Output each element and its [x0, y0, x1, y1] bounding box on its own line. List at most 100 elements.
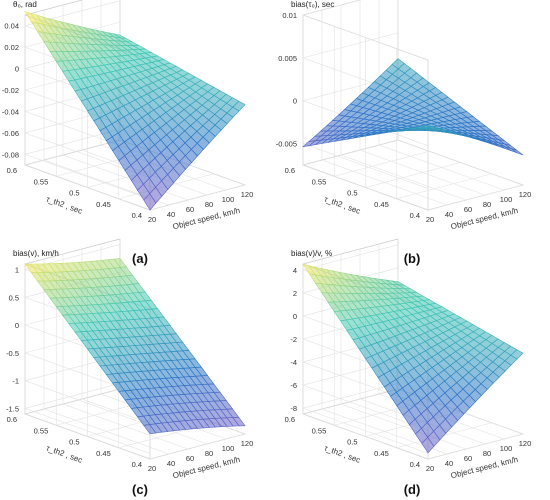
x-tick-label: 20 [426, 215, 434, 224]
z-axis-label: θ₀, rad [13, 0, 37, 9]
y-grid-line [365, 37, 461, 188]
y-tick-label: 0.5 [347, 438, 357, 447]
x-tick-label: 60 [186, 454, 194, 463]
z-tick-label: 4 [293, 266, 297, 275]
y-grid-line [333, 275, 430, 426]
y-tick-label: 0.5 [347, 189, 357, 198]
z-tick-label: 0.5 [9, 293, 19, 302]
y-tick-label: 0.55 [34, 177, 49, 186]
surface [302, 58, 524, 156]
panel-caption: (c) [132, 482, 148, 497]
z-tick-label: -6 [290, 381, 297, 390]
y-tick-label: 0.45 [374, 449, 389, 458]
surface [24, 11, 246, 211]
z-tick-label: -0.02 [2, 86, 19, 95]
x-tick-label: 60 [186, 205, 194, 214]
panel-c: -1.5-1-0.500.51204060801001200.40.450.50… [6, 238, 253, 497]
ticks: -1.5-1-0.500.51204060801001200.40.450.50… [6, 266, 253, 473]
z-tick-label: -4 [290, 358, 297, 367]
y-tick-label: 0.45 [374, 200, 389, 209]
y-tick-label: 0.55 [34, 426, 49, 435]
x-tick-label: 80 [483, 200, 491, 209]
z-tick-label: 2 [293, 289, 297, 298]
x-axis-label: Object speed, km/h [450, 455, 519, 480]
x-tick-label: 120 [241, 190, 254, 199]
x-tick-label: 20 [426, 464, 434, 473]
y-axis-label: τ_th2 , sec [45, 443, 84, 464]
panel-a: -0.08 -0.06 -0.04 -0.02 0 0.02 0.04 20 40 60 80 100… [2, 0, 253, 266]
z-tick-label: -0.06 [2, 129, 19, 138]
z-tick-label: 0 [293, 312, 297, 321]
z-axis-label: bias(τ₀), sec [291, 0, 334, 9]
grid [301, 0, 525, 211]
surface-cell [510, 148, 524, 156]
z-tick-label: -1 [12, 377, 19, 386]
y-tick-label: 0.6 [285, 415, 295, 424]
y-axis-label: τ_th2 , sec [45, 194, 84, 215]
z-tick-label: 0.01 [282, 11, 297, 20]
y-grid-line [302, 15, 399, 166]
surface-cell [232, 100, 246, 112]
y-grid-line [55, 275, 152, 426]
y-tick-label: 0.45 [96, 449, 111, 458]
z-tick-label: 0 [15, 321, 19, 330]
panel-d: -8 -6 -4 -2 0 2 4 20 40 60 80 100 120 0.4 0.45 0.5 0.55 0… [285, 238, 532, 497]
surface [24, 258, 246, 435]
panel-caption: (d) [404, 482, 421, 497]
x-axis-label: Object speed, km/h [172, 206, 241, 231]
y-grid-line [302, 264, 399, 415]
x-tick-label: 100 [222, 195, 235, 204]
y-tick-label: 0.6 [7, 415, 17, 424]
panel-caption: (b) [404, 251, 421, 266]
x-tick-label: 60 [464, 454, 472, 463]
x-tick-label: 80 [205, 449, 213, 458]
x-tick-label: 60 [464, 205, 472, 214]
x-tick-label: 120 [519, 190, 532, 199]
y-tick-label: 0.55 [312, 177, 327, 186]
y-tick-label: 0.5 [69, 189, 79, 198]
z-tick-label: 0 [293, 97, 297, 106]
y-tick-label: 0.6 [7, 166, 17, 175]
z-axis-label: bias(v)/v, % [291, 249, 332, 258]
z-tick-label: -0.5 [6, 349, 19, 358]
y-axis-label: τ_th2 , sec [323, 443, 362, 464]
y-tick-label: 0.4 [410, 460, 420, 469]
y-grid-line [24, 264, 121, 415]
ticks: -0.005 0 0.005 0.01 20 40 60 80 100 120 0.4 0.45 0.5… [276, 11, 532, 224]
z-tick-label: 0.02 [4, 43, 19, 52]
x-axis-label: Object speed, km/h [172, 455, 241, 480]
y-tick-label: 0.6 [285, 166, 295, 175]
z-tick-label: -8 [290, 404, 297, 413]
y-axis-label: τ_th2 , sec [323, 194, 362, 215]
surface-cell [510, 349, 524, 360]
y-tick-label: 0.5 [69, 438, 79, 447]
z-tick-label: -0.005 [276, 140, 297, 149]
y-tick-label: 0.4 [132, 460, 142, 469]
z-tick-label: 0 [15, 65, 19, 74]
z-tick-label: -0.04 [2, 107, 19, 116]
x-tick-label: 40 [445, 210, 453, 219]
x-tick-label: 100 [500, 195, 513, 204]
z-tick-label: 1 [15, 266, 19, 275]
surface [302, 263, 524, 454]
panel-b: -0.005 0 0.005 0.01 20 40 60 80 100 120 0.4 0.45 0.5… [276, 0, 532, 266]
y-tick-label: 0.45 [96, 200, 111, 209]
z-tick-label: -0.08 [2, 150, 19, 159]
x-tick-label: 40 [445, 459, 453, 468]
x-tick-label: 100 [500, 444, 513, 453]
surface-cell [232, 416, 246, 427]
x-tick-label: 80 [483, 449, 491, 458]
panel-caption: (a) [132, 251, 148, 266]
x-tick-label: 20 [148, 215, 156, 224]
x-tick-label: 120 [519, 439, 532, 448]
z-tick-label: -2 [290, 335, 297, 344]
z-tick-label: -1.5 [6, 404, 19, 413]
z-axis-label: bias(v), km/h [13, 249, 59, 258]
x-tick-label: 40 [167, 210, 175, 219]
ticks: -8 -6 -4 -2 0 2 4 20 40 60 80 100 120 0.4 0.45 0.5 0.55 0… [285, 266, 532, 473]
x-tick-label: 20 [148, 464, 156, 473]
x-axis-label: Object speed, km/h [450, 206, 519, 231]
y-tick-label: 0.4 [410, 211, 420, 220]
ticks: -0.08 -0.06 -0.04 -0.02 0 0.02 0.04 20 40 60 80 100… [2, 22, 253, 224]
